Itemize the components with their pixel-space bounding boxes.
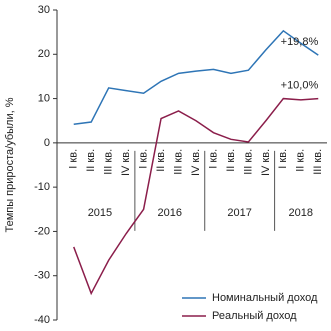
series-line	[73, 97, 319, 296]
x-tick-label: III кв.	[103, 149, 115, 175]
x-tick-label: II кв.	[155, 149, 167, 172]
x-tick-label: II кв.	[225, 149, 237, 172]
y-tick-label: -20	[34, 225, 50, 237]
year-label: 2018	[289, 207, 313, 219]
legend-label: Реальный доход	[212, 310, 297, 322]
y-axis-label: Темпы прироста/убыли, %	[4, 97, 16, 232]
x-tick-label: III кв.	[312, 149, 324, 175]
year-label: 2015	[88, 207, 112, 219]
x-tick-label: I кв.	[138, 149, 150, 169]
y-tick-label: 30	[38, 4, 50, 16]
y-tick-label: 10	[38, 92, 50, 104]
year-label: 2016	[158, 207, 182, 219]
annotation: +10,0%	[281, 79, 319, 91]
y-tick-label: -10	[34, 181, 50, 193]
x-tick-label: IV кв.	[190, 149, 202, 176]
x-tick-label: I кв.	[277, 149, 289, 169]
x-tick-label: III кв.	[242, 149, 254, 175]
y-tick-label: 0	[44, 137, 50, 149]
x-tick-label: III кв.	[172, 149, 184, 175]
annotation: +19,8%	[281, 36, 319, 48]
x-tick-label: IV кв.	[260, 149, 272, 176]
x-tick-label: II кв.	[295, 149, 307, 172]
legend-label: Номинальный доход	[212, 292, 318, 304]
x-tick-label: I кв.	[207, 149, 219, 169]
x-tick-label: II кв.	[85, 149, 97, 172]
x-tick-label: IV кв.	[120, 149, 132, 176]
y-tick-label: -30	[34, 270, 50, 282]
y-tick-label: -40	[34, 314, 50, 326]
y-tick-label: 20	[38, 48, 50, 60]
series-line	[73, 29, 319, 126]
year-label: 2017	[227, 207, 251, 219]
x-tick-label: I кв.	[68, 149, 80, 169]
